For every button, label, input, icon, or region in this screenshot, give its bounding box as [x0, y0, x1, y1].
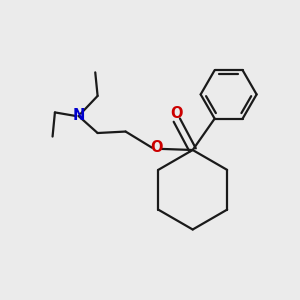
Text: O: O [150, 140, 163, 155]
Text: O: O [170, 106, 183, 121]
Text: N: N [72, 108, 85, 123]
